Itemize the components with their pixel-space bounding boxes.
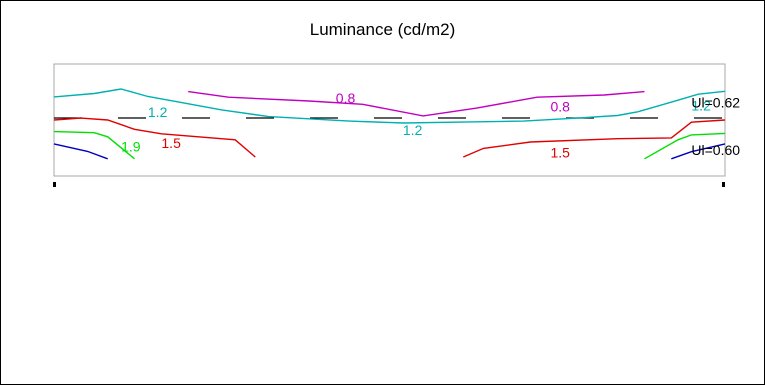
- contour-value-label-4: 1.2: [691, 97, 711, 113]
- chart-title: Luminance (cd/m2): [309, 20, 456, 39]
- contour-line-1-9-segment-0: [53, 130, 135, 160]
- contour-value-label-0: 0.8: [336, 90, 356, 106]
- contour-value-label-6: 1.5: [551, 145, 571, 161]
- uniformity-label-0: Ul=0.62: [691, 95, 740, 111]
- contour-value-label-1: 0.8: [551, 98, 571, 114]
- contour-line-1-5-segment-0: [53, 117, 256, 158]
- contour-line-0-8-segment-0: [188, 90, 645, 117]
- contour-line-level-4-segment-0: [53, 143, 108, 160]
- contour-line-1-2-segment-0: [53, 88, 726, 124]
- contour-value-label-5: 1.5: [161, 135, 181, 151]
- contour-value-label-2: 1.2: [148, 104, 168, 120]
- contour-line-1-5-segment-1: [463, 119, 726, 158]
- uniformity-label-1: Ul=0.60: [691, 142, 740, 158]
- contour-value-label-7: 1.9: [121, 139, 141, 155]
- contour-line-1-9-segment-1: [644, 132, 726, 160]
- corner-marker-right: [722, 182, 725, 187]
- corner-marker-left: [53, 182, 56, 187]
- contour-value-label-3: 1.2: [403, 122, 423, 138]
- contour-line-level-4-segment-1: [671, 143, 726, 160]
